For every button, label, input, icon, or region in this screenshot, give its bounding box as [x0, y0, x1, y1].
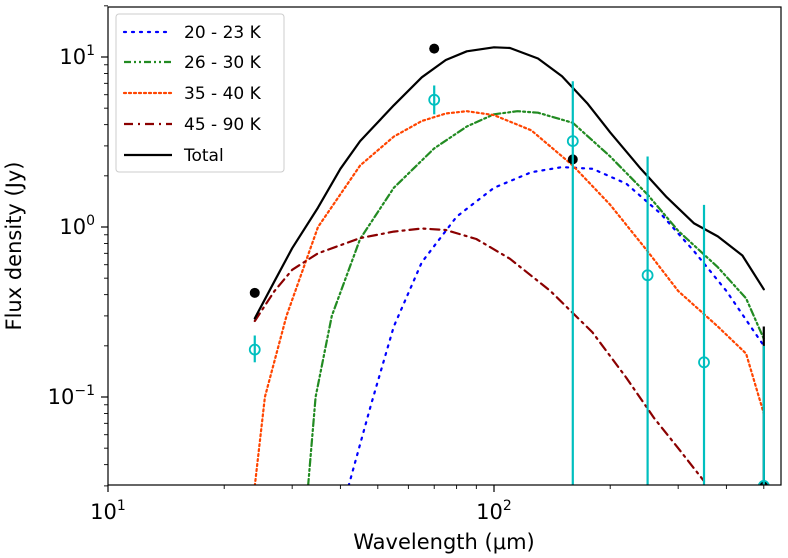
observations-layer [248, 43, 770, 485]
x-tick-label-100: 102 [476, 498, 512, 524]
legend: 20 - 23 K 26 - 30 K 35 - 40 K 45 - 90 K … [115, 13, 285, 173]
y-tick-label-10: 101 [59, 43, 95, 69]
data-point-cyan-3 [641, 269, 654, 282]
series-line-35-40-k [253, 110, 765, 485]
x-tick-label-10: 101 [90, 498, 126, 524]
series-line-26-30-k [307, 110, 765, 485]
series-line-20-23-k [347, 166, 765, 485]
series-line-total [253, 46, 765, 320]
major-ticks [101, 56, 495, 492]
plot-frame [107, 6, 782, 486]
series-layer [253, 46, 765, 485]
y-axis-title: Flux density (Jy) [2, 161, 26, 330]
legend-label-35-40k: 35 - 40 K [184, 84, 262, 104]
minor-ticks [104, 5, 765, 489]
legend-label-20-23k: 20 - 23 K [184, 23, 262, 43]
legend-label-45-90k: 45 - 90 K [184, 115, 262, 135]
data-point-black-0 [249, 287, 260, 298]
data-point-black-1 [429, 43, 440, 54]
data-point-cyan-2 [566, 135, 579, 148]
y-tick-label-0-1: 10−1 [48, 383, 95, 409]
legend-box [115, 13, 285, 173]
data-point-cyan-5 [757, 479, 770, 485]
y-tick-label-1: 100 [59, 213, 95, 239]
series-line-45-90-k [253, 227, 706, 483]
data-point-cyan-0 [248, 343, 261, 356]
data-point-cyan-1 [428, 93, 441, 106]
legend-label-total: Total [183, 146, 224, 166]
x-axis-title: Wavelength (μm) [353, 530, 534, 554]
legend-label-26-30k: 26 - 30 K [184, 53, 262, 73]
data-point-cyan-4 [698, 356, 710, 369]
